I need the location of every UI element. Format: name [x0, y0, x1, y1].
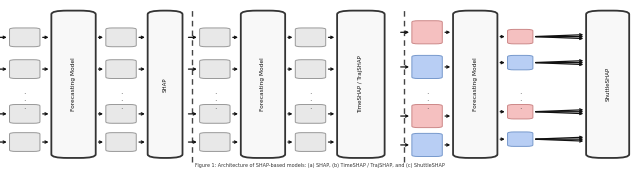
FancyBboxPatch shape — [412, 55, 442, 79]
FancyBboxPatch shape — [586, 11, 629, 158]
FancyBboxPatch shape — [106, 133, 136, 151]
Text: Forecasting Model: Forecasting Model — [473, 57, 477, 111]
FancyBboxPatch shape — [295, 60, 326, 79]
FancyBboxPatch shape — [508, 29, 533, 44]
FancyBboxPatch shape — [295, 105, 326, 123]
FancyBboxPatch shape — [200, 60, 230, 79]
Text: .
.
.: . . . — [519, 87, 522, 111]
FancyBboxPatch shape — [295, 28, 326, 47]
Text: .
.
.: . . . — [24, 87, 26, 111]
FancyBboxPatch shape — [200, 105, 230, 123]
FancyBboxPatch shape — [148, 11, 182, 158]
FancyBboxPatch shape — [200, 28, 230, 47]
FancyBboxPatch shape — [106, 105, 136, 123]
Text: .
.
.: . . . — [426, 87, 428, 111]
Text: .
.
.: . . . — [214, 87, 216, 111]
FancyBboxPatch shape — [453, 11, 497, 158]
FancyBboxPatch shape — [412, 133, 442, 157]
FancyBboxPatch shape — [508, 105, 533, 119]
FancyBboxPatch shape — [508, 55, 533, 70]
FancyBboxPatch shape — [241, 11, 285, 158]
Text: .
.
.: . . . — [120, 87, 122, 111]
Text: Figure 1: Architecture of SHAP-based models: (a) SHAP, (b) TimeSHAP / TrajSHAP, : Figure 1: Architecture of SHAP-based mod… — [195, 163, 445, 168]
FancyBboxPatch shape — [51, 11, 96, 158]
FancyBboxPatch shape — [10, 105, 40, 123]
FancyBboxPatch shape — [337, 11, 385, 158]
FancyBboxPatch shape — [295, 133, 326, 151]
FancyBboxPatch shape — [412, 105, 442, 128]
FancyBboxPatch shape — [10, 133, 40, 151]
FancyBboxPatch shape — [200, 133, 230, 151]
Text: ShuttleSHAP: ShuttleSHAP — [605, 67, 610, 101]
FancyBboxPatch shape — [10, 28, 40, 47]
FancyBboxPatch shape — [508, 132, 533, 146]
FancyBboxPatch shape — [412, 21, 442, 44]
Text: TimeSHAP / TrajSHAP: TimeSHAP / TrajSHAP — [358, 55, 364, 113]
FancyBboxPatch shape — [106, 60, 136, 79]
FancyBboxPatch shape — [106, 28, 136, 47]
FancyBboxPatch shape — [10, 60, 40, 79]
Text: .
.
.: . . . — [309, 87, 312, 111]
Text: SHAP: SHAP — [163, 77, 168, 92]
Text: Forecasting Model: Forecasting Model — [260, 57, 266, 111]
Text: Forecasting Model: Forecasting Model — [71, 57, 76, 111]
